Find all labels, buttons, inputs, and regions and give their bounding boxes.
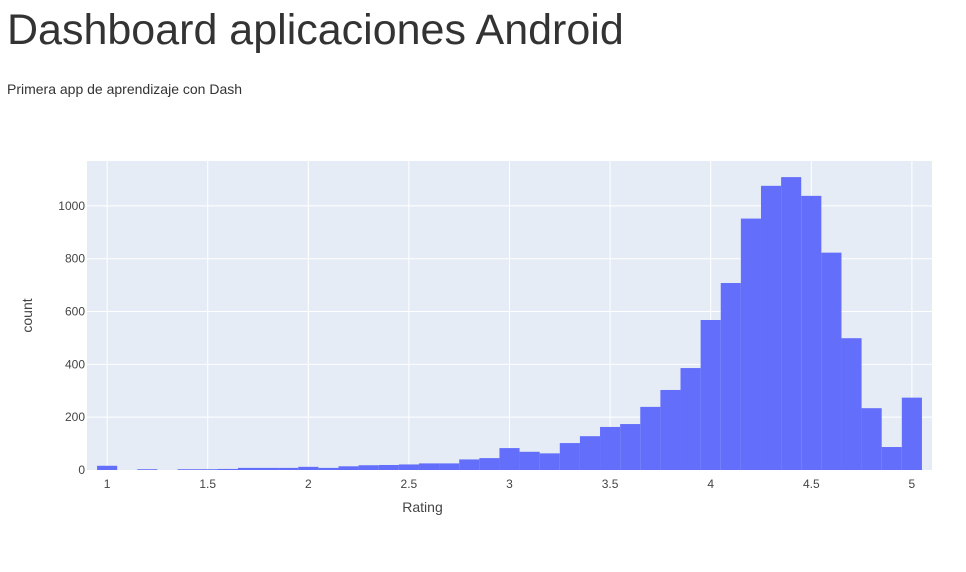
- histogram-bar[interactable]: [881, 447, 902, 470]
- histogram-bar[interactable]: [620, 424, 641, 470]
- histogram-bar[interactable]: [459, 459, 480, 470]
- histogram-bar[interactable]: [499, 448, 520, 470]
- histogram-bar[interactable]: [439, 463, 460, 470]
- y-tick-label: 1000: [58, 199, 85, 213]
- y-tick-label: 400: [65, 357, 85, 371]
- histogram-bar[interactable]: [559, 443, 580, 470]
- histogram-bar[interactable]: [378, 464, 399, 470]
- x-tick-label: 3.5: [602, 477, 619, 491]
- x-tick-label: 4: [707, 477, 714, 491]
- histogram-bar[interactable]: [861, 408, 882, 470]
- histogram-bar[interactable]: [217, 468, 238, 470]
- x-tick-label: 2.5: [401, 477, 418, 491]
- histogram-bar[interactable]: [137, 469, 158, 470]
- x-tick-label: 5: [909, 477, 916, 491]
- histogram-bar[interactable]: [660, 389, 681, 470]
- histogram-bar[interactable]: [680, 368, 701, 470]
- x-axis-title: Rating: [402, 499, 442, 515]
- histogram-bar[interactable]: [197, 469, 218, 470]
- histogram-bar[interactable]: [720, 283, 741, 470]
- chart-container: 1 1.5 2 2.5 3 3.5 4 4.5 5 0 200 400 600 800 1000 Rati…: [0, 120, 966, 560]
- histogram-bar[interactable]: [398, 464, 419, 470]
- histogram-bar[interactable]: [579, 436, 601, 470]
- histogram-bar[interactable]: [841, 338, 862, 470]
- x-tick-label: 2: [305, 477, 312, 491]
- histogram-bar[interactable]: [740, 218, 761, 470]
- histogram-bar[interactable]: [298, 466, 319, 470]
- histogram-bar[interactable]: [901, 397, 922, 470]
- histogram-bar[interactable]: [700, 319, 721, 470]
- histogram-bar[interactable]: [237, 467, 259, 470]
- bars: [97, 177, 922, 471]
- histogram-bar[interactable]: [640, 406, 661, 470]
- y-tick-label: 800: [65, 252, 85, 266]
- y-tick-label: 600: [65, 305, 85, 319]
- histogram-bar[interactable]: [318, 467, 339, 470]
- x-tick-labels: 1 1.5 2 2.5 3 3.5 4 4.5 5: [104, 477, 916, 491]
- histogram-bar[interactable]: [258, 467, 279, 470]
- histogram-chart: 1 1.5 2 2.5 3 3.5 4 4.5 5 0 200 400 600 800 1000 Rati…: [19, 161, 932, 515]
- histogram-bar[interactable]: [358, 465, 379, 470]
- histogram-bar[interactable]: [519, 451, 540, 470]
- histogram-bar[interactable]: [479, 458, 500, 470]
- x-tick-label: 1: [104, 477, 111, 491]
- histogram-bar[interactable]: [801, 195, 822, 470]
- gridlines: [87, 161, 932, 470]
- page-title: Dashboard aplicaciones Android: [7, 6, 624, 54]
- histogram-bar[interactable]: [177, 469, 198, 470]
- histogram-bar[interactable]: [760, 185, 782, 471]
- y-tick-label: 200: [65, 410, 85, 424]
- y-tick-labels: 0 200 400 600 800 1000: [58, 199, 85, 477]
- histogram-bar[interactable]: [338, 466, 359, 470]
- histogram-bar[interactable]: [821, 252, 842, 470]
- y-tick-label: 0: [78, 463, 85, 477]
- histogram-bar[interactable]: [97, 465, 118, 470]
- x-tick-label: 1.5: [199, 477, 216, 491]
- page-subtitle: Primera app de aprendizaje con Dash: [7, 81, 243, 97]
- histogram-bar[interactable]: [781, 177, 802, 470]
- x-tick-label: 3: [506, 477, 513, 491]
- histogram-bar[interactable]: [600, 426, 621, 470]
- x-tick-label: 4.5: [803, 477, 820, 491]
- histogram-bar[interactable]: [539, 453, 560, 470]
- histogram-bar[interactable]: [278, 467, 299, 470]
- y-axis-title: count: [19, 298, 35, 332]
- histogram-bar[interactable]: [418, 463, 440, 470]
